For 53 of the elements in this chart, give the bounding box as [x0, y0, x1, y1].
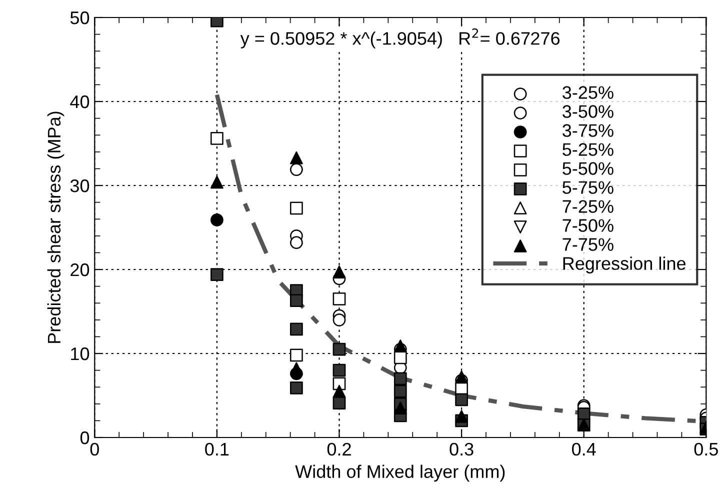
point	[210, 268, 224, 281]
point	[210, 214, 224, 226]
point	[290, 294, 303, 308]
y-tick-label: 10	[71, 347, 90, 360]
point	[290, 382, 303, 394]
point	[210, 132, 224, 145]
legend-label: 7-25%	[562, 200, 614, 213]
point	[455, 393, 468, 406]
x-tick-label: 0	[90, 442, 99, 456]
point	[290, 362, 303, 376]
legend-label: 3-25%	[562, 86, 614, 99]
point	[455, 370, 468, 384]
x-axis-title: Width of Mixed layer (mm)	[295, 464, 505, 482]
point	[455, 410, 468, 423]
point	[332, 396, 346, 410]
point	[332, 364, 346, 377]
point	[290, 348, 303, 362]
legend-label: 5-25%	[562, 143, 614, 156]
legend-label: 3-50%	[562, 105, 614, 118]
point	[394, 340, 407, 352]
y-tick-label: 40	[70, 95, 90, 108]
point	[290, 236, 303, 250]
x-tick-label: 0.5	[694, 442, 718, 456]
legend-label: 7-75%	[562, 238, 614, 251]
point	[290, 322, 303, 336]
y-tick-label: 50	[70, 11, 90, 24]
point	[394, 351, 407, 364]
legend-label: 5-75%	[562, 181, 614, 194]
x-tick-label: 0.1	[205, 442, 229, 456]
point	[332, 266, 346, 278]
y-tick-label: 30	[70, 179, 90, 192]
x-tick-label: 0.4	[572, 442, 596, 456]
point	[290, 202, 303, 215]
y-axis-title: Predicted shear stress (MPa)	[47, 112, 64, 343]
legend-label: 7-50%	[562, 219, 614, 232]
y-tick-label: 20	[70, 263, 90, 276]
point	[394, 402, 407, 415]
legend-label: Regression line	[563, 256, 686, 274]
point	[290, 163, 303, 176]
point	[332, 292, 346, 306]
y-tick-label: 0	[80, 431, 90, 444]
legend-label: 5-50%	[562, 162, 614, 175]
point	[210, 176, 224, 189]
legend-label: 3-75%	[562, 124, 614, 137]
point	[290, 151, 303, 164]
annotation: y = 0.50952 * x^(-1.9054) R$^{2}$= 0.67276	[240, 28, 560, 48]
point	[394, 384, 407, 398]
point	[332, 313, 346, 326]
x-tick-label: 0.2	[327, 442, 351, 456]
point	[332, 342, 346, 356]
point	[332, 384, 346, 398]
point	[394, 372, 407, 386]
x-tick-label: 0.3	[450, 442, 474, 456]
